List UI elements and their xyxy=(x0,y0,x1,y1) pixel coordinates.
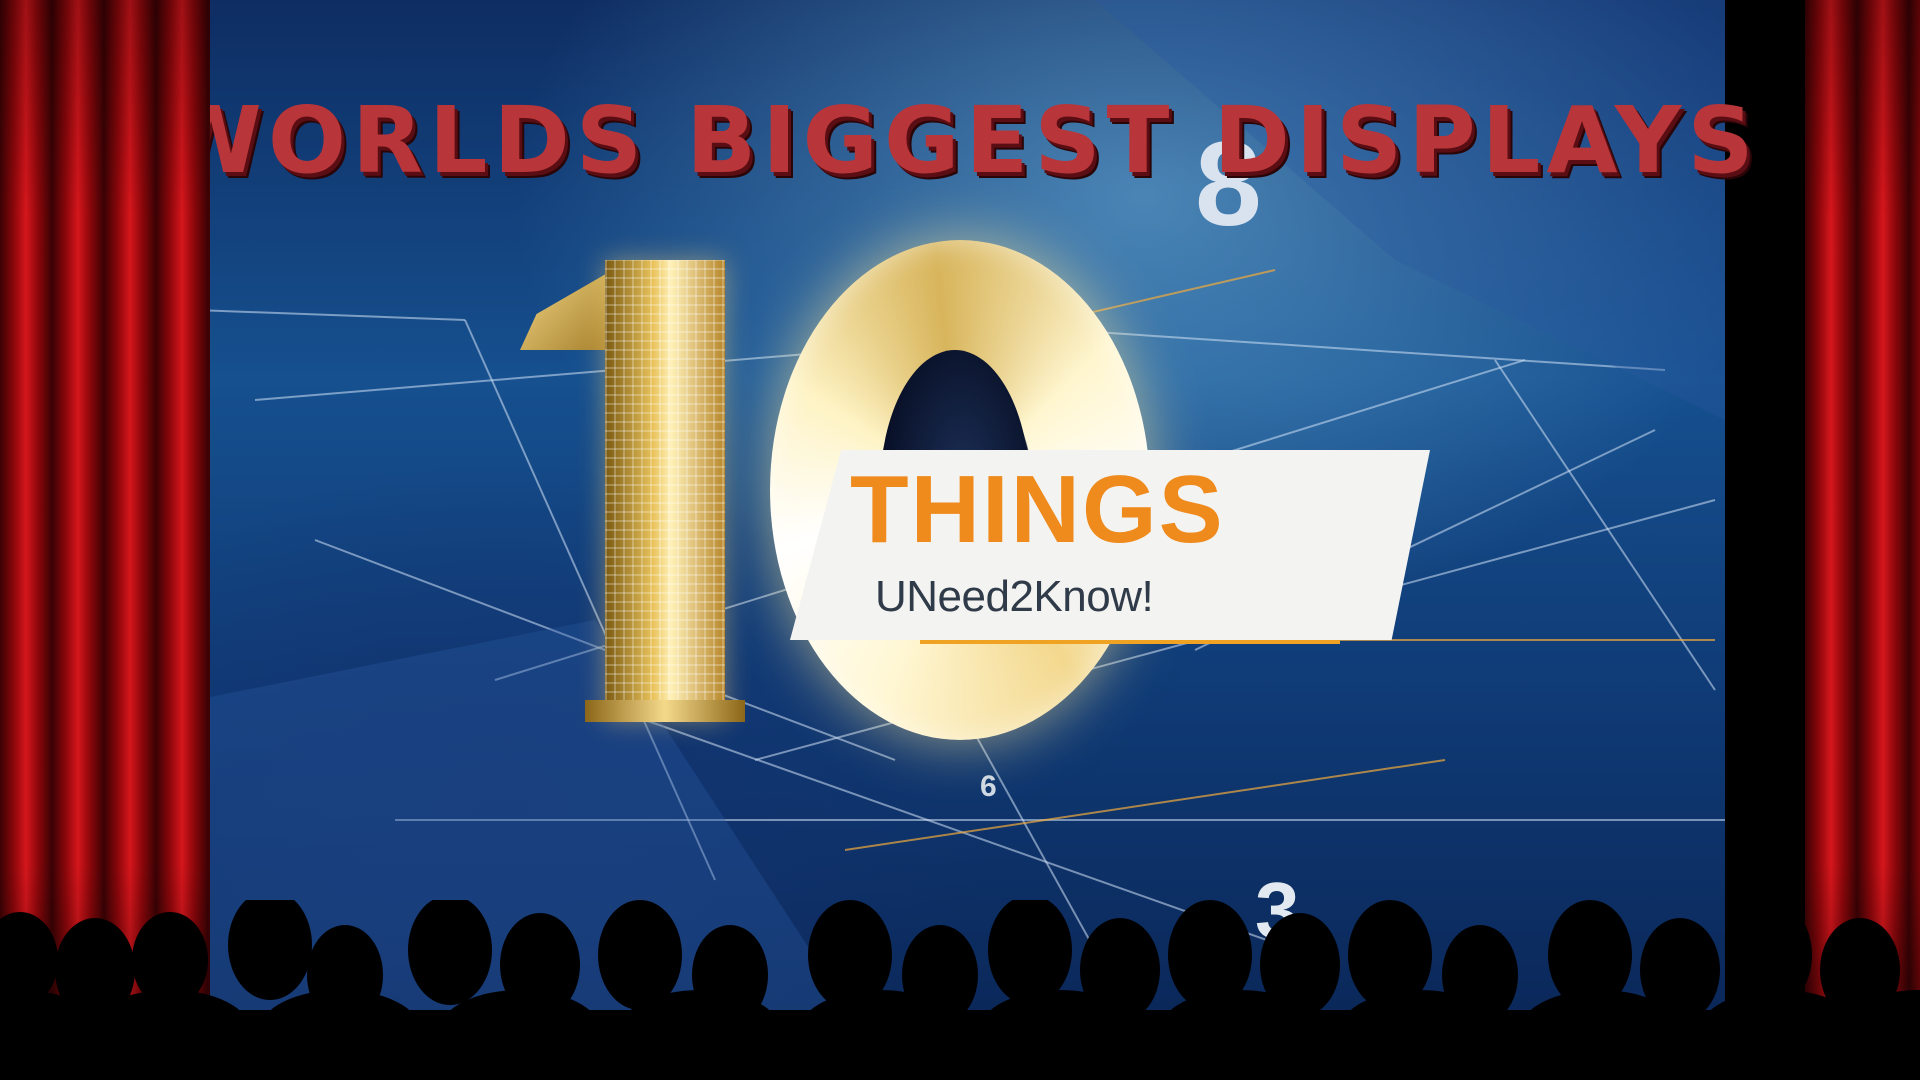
floating-number-6: 6 xyxy=(980,770,997,803)
audience-silhouettes xyxy=(0,900,1920,1080)
floating-number-8: 8 xyxy=(1195,117,1262,251)
left-curtain-shade xyxy=(0,0,210,1080)
right-curtain-shade xyxy=(1805,0,1920,1080)
title-card-tagline: UNeed2Know! xyxy=(875,572,1154,621)
title-card-things: THINGS xyxy=(850,456,1225,563)
headline-title: WORLDS BIGGEST DISPLAYS xyxy=(160,87,1760,194)
digit-one xyxy=(605,260,725,720)
left-curtain xyxy=(0,0,210,1080)
title-card xyxy=(790,450,1430,640)
digit-one-base xyxy=(585,700,745,722)
title-card-accent-line xyxy=(920,640,1340,644)
right-curtain xyxy=(1805,0,1920,1080)
